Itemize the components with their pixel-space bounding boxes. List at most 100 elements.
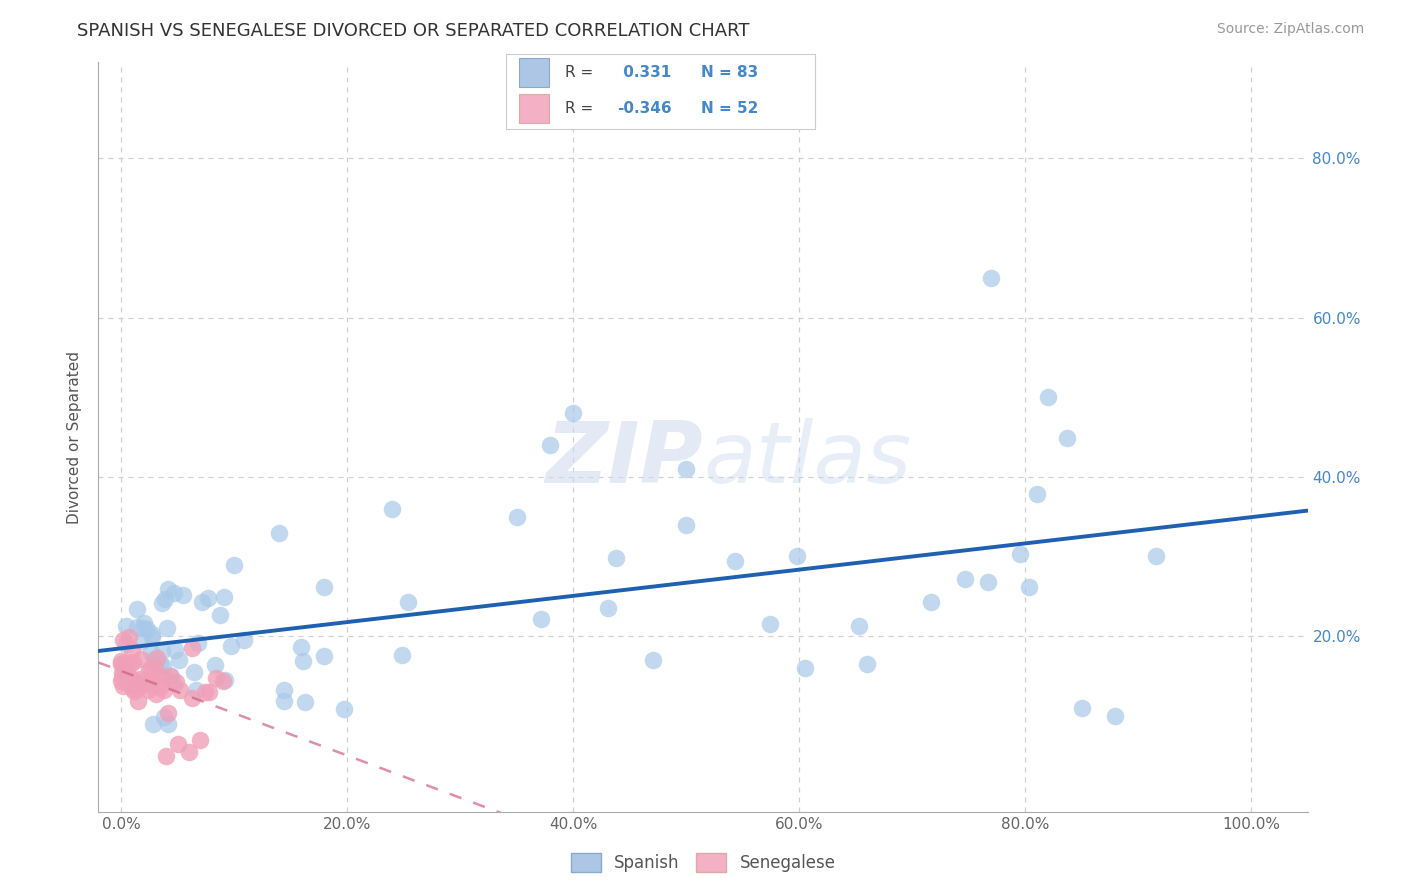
Point: [381, 501, 404, 516]
Point: [132, 615, 155, 630]
Point: [152, 710, 174, 724]
Point: [121, 643, 143, 657]
Point: [128, 672, 150, 686]
Point: [163, 586, 186, 600]
Point: [139, 645, 162, 659]
Point: [505, 509, 527, 524]
Text: R =: R =: [565, 65, 593, 80]
Point: [136, 677, 159, 691]
Point: [127, 602, 149, 616]
Point: [118, 658, 141, 673]
Point: [724, 554, 747, 568]
Point: [142, 652, 165, 666]
Point: [396, 595, 419, 609]
Point: [160, 668, 183, 682]
Point: [152, 670, 174, 684]
Text: N = 52: N = 52: [702, 102, 758, 116]
Point: [233, 633, 256, 648]
Text: R =: R =: [565, 102, 593, 116]
Point: [111, 671, 134, 685]
Point: [848, 619, 870, 633]
Point: [115, 662, 138, 676]
Point: [141, 630, 163, 644]
Point: [157, 706, 180, 721]
Point: [1036, 390, 1059, 404]
Point: [121, 681, 143, 695]
Point: [165, 675, 187, 690]
Point: [184, 683, 207, 698]
Point: [190, 595, 212, 609]
Point: [117, 675, 139, 690]
Point: [167, 653, 190, 667]
Point: [152, 682, 174, 697]
Text: ZIP: ZIP: [546, 418, 703, 501]
Point: [122, 655, 145, 669]
Point: [120, 673, 142, 688]
Point: [156, 621, 179, 635]
Point: [150, 596, 173, 610]
Point: [146, 651, 169, 665]
Point: [977, 575, 1000, 590]
Point: [197, 591, 219, 606]
Point: [273, 682, 295, 697]
Point: [1104, 709, 1126, 723]
Point: [675, 462, 697, 476]
Text: -0.346: -0.346: [617, 102, 672, 116]
Point: [145, 687, 167, 701]
Point: [188, 733, 211, 747]
Point: [118, 674, 141, 689]
Point: [111, 633, 134, 648]
Point: [118, 657, 141, 671]
Point: [129, 652, 152, 666]
Point: [125, 620, 148, 634]
Point: [149, 680, 172, 694]
Point: [1018, 580, 1040, 594]
Text: N = 83: N = 83: [702, 65, 758, 80]
Point: [172, 588, 194, 602]
Y-axis label: Divorced or Separated: Divorced or Separated: [67, 351, 83, 524]
Point: [120, 678, 142, 692]
Point: [141, 627, 163, 641]
Point: [314, 581, 336, 595]
FancyBboxPatch shape: [519, 58, 550, 87]
Point: [156, 582, 179, 597]
Text: SPANISH VS SENEGALESE DIVORCED OR SEPARATED CORRELATION CHART: SPANISH VS SENEGALESE DIVORCED OR SEPARA…: [77, 22, 749, 40]
Point: [111, 656, 134, 670]
Point: [112, 679, 135, 693]
Point: [124, 673, 146, 687]
Point: [605, 551, 627, 566]
Point: [856, 657, 879, 672]
Point: [1025, 487, 1047, 501]
Point: [786, 549, 808, 563]
Point: [127, 694, 149, 708]
Point: [291, 654, 314, 668]
Point: [127, 681, 149, 695]
Point: [675, 517, 697, 532]
Point: [132, 621, 155, 635]
Point: [391, 648, 413, 663]
Text: Source: ZipAtlas.com: Source: ZipAtlas.com: [1216, 22, 1364, 37]
Point: [269, 525, 291, 540]
Point: [118, 671, 141, 685]
Point: [187, 636, 209, 650]
Point: [139, 675, 162, 690]
Point: [1010, 547, 1032, 561]
Point: [153, 592, 176, 607]
Point: [759, 617, 782, 632]
Point: [110, 657, 132, 672]
Point: [222, 558, 245, 572]
Point: [221, 639, 243, 653]
Point: [166, 737, 188, 751]
Point: [163, 642, 186, 657]
Point: [530, 612, 553, 626]
Point: [794, 661, 817, 675]
Point: [149, 657, 172, 672]
Point: [162, 674, 184, 689]
Point: [180, 640, 202, 655]
Point: [290, 640, 312, 654]
Point: [180, 691, 202, 706]
Point: [120, 674, 142, 689]
Point: [152, 658, 174, 673]
Point: [194, 685, 217, 699]
Point: [314, 649, 336, 664]
